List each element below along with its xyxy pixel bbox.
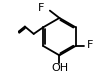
Text: F: F	[86, 40, 93, 50]
Text: OH: OH	[51, 63, 68, 73]
Text: F: F	[38, 3, 45, 13]
